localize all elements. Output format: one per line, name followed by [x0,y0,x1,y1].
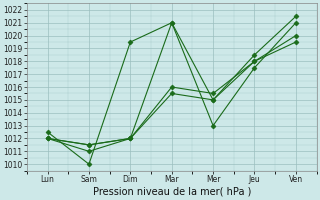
X-axis label: Pression niveau de la mer( hPa ): Pression niveau de la mer( hPa ) [92,187,251,197]
